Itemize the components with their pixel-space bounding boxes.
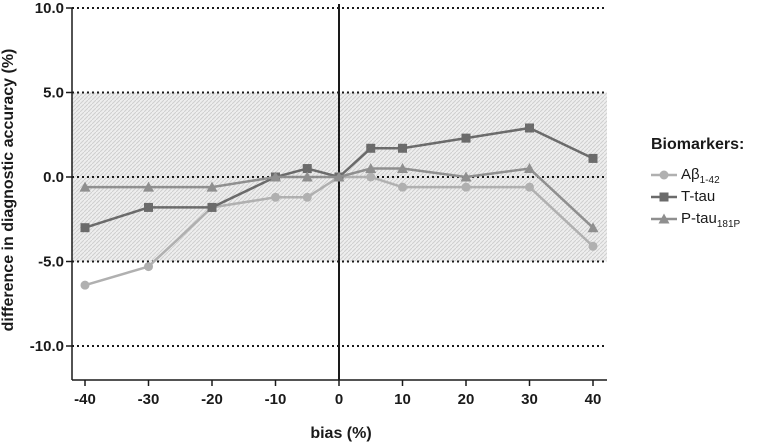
x-axis-label: bias (%) (310, 425, 371, 442)
x-tick-label: -20 (201, 391, 223, 408)
data-point-triangle (270, 171, 281, 182)
x-tick-label: 0 (335, 391, 343, 408)
data-point-square (366, 143, 376, 153)
data-point-square (588, 153, 598, 163)
data-point-circle (80, 280, 90, 290)
y-axis-label: difference in diagnostic accuracy (%) (0, 49, 17, 332)
y-tick-label: -10.0 (30, 338, 64, 355)
data-point-circle (366, 172, 376, 182)
y-tick-label: 5.0 (43, 85, 64, 102)
y-tick-label: -5.0 (38, 254, 64, 271)
square-marker-icon (651, 192, 677, 202)
circle-marker-icon (651, 170, 677, 180)
data-point-square (525, 123, 534, 133)
data-point-square (80, 223, 90, 233)
data-point-triangle (524, 163, 535, 174)
data-point-square (207, 202, 217, 212)
data-point-circle (398, 182, 407, 192)
y-tick-label: 10.0 (35, 0, 64, 17)
legend-label-abeta: Aβ1-42 (681, 166, 720, 186)
data-point-triangle (206, 181, 218, 192)
data-point-triangle (397, 163, 408, 174)
data-point-triangle (301, 171, 313, 182)
legend-item-abeta: Aβ1-42 (651, 164, 756, 186)
legend-label-ttau: T-tau (681, 188, 716, 205)
data-point-triangle (79, 181, 91, 192)
triangle-marker-icon (651, 213, 677, 224)
data-point-triangle (333, 171, 345, 182)
x-tick-label: -30 (138, 391, 160, 408)
x-tick-label: -40 (74, 391, 96, 408)
data-point-square (302, 164, 312, 174)
y-tick-label: 0.0 (43, 169, 64, 186)
data-point-triangle (460, 171, 472, 182)
data-point-circle (302, 192, 312, 202)
x-tick-label: 40 (585, 391, 602, 408)
data-point-square (461, 133, 471, 143)
x-tick-label: 30 (521, 391, 538, 408)
x-tick-label: 20 (458, 391, 475, 408)
data-point-circle (461, 182, 471, 192)
x-tick-label: 10 (394, 391, 411, 408)
data-point-triangle (365, 163, 377, 174)
data-point-circle (588, 241, 598, 251)
legend: Biomarkers: Aβ1-42 T-tau P-tau181P (651, 136, 756, 230)
legend-item-ttau: T-tau (651, 186, 756, 208)
data-point-triangle (143, 181, 154, 192)
data-point-circle (271, 192, 280, 202)
x-tick-label: -10 (265, 391, 287, 408)
legend-item-ptau: P-tau181P (651, 208, 756, 230)
legend-label-ptau: P-tau181P (681, 210, 741, 230)
data-point-circle (525, 182, 534, 192)
legend-title: Biomarkers: (651, 136, 745, 153)
data-point-square (144, 202, 153, 212)
data-point-circle (144, 262, 153, 272)
data-point-square (398, 143, 407, 153)
data-point-triangle (587, 222, 599, 233)
